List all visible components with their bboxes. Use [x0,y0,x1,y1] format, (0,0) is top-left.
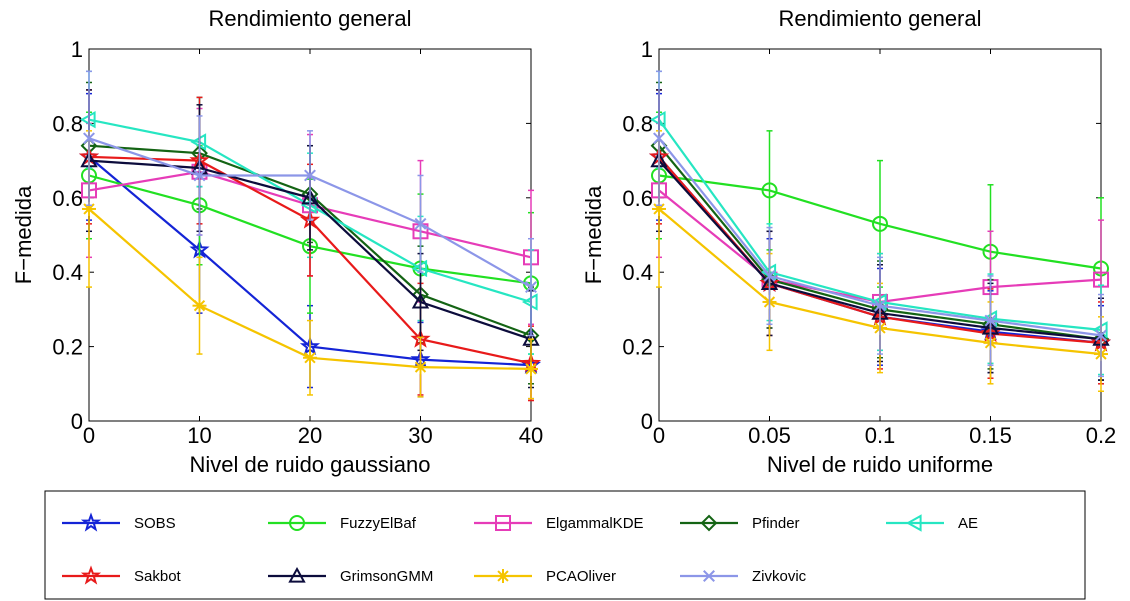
data-point [83,132,95,145]
data-point [413,360,428,375]
star-icon [80,565,102,585]
legend-item-ae: AE [886,514,978,532]
x-tick-label: 30 [408,423,432,448]
y-tick-label: 0.8 [52,111,83,136]
data-point [193,169,206,182]
data-point [525,281,537,294]
legend-item-fuzzyelbaf: FuzzyElBaf [268,515,417,532]
x-tick-label: 0.15 [969,423,1012,448]
data-point [653,132,665,145]
data-point [1095,329,1107,342]
y-tick-label: 0 [641,409,653,434]
y-tick-label: 0.6 [52,186,83,211]
data-point [411,292,430,309]
y-tick-label: 0.4 [52,260,83,285]
circle-icon [289,515,305,531]
legend-item-elgammalkde: ElgammalKDE [474,515,644,532]
y-tick-label: 0.8 [622,111,653,136]
square-icon [495,515,511,531]
data-point [524,361,538,376]
legend-label: PCAOliver [546,568,616,585]
x-axis-label: Nivel de ruido gaussiano [190,452,431,477]
asterisk-icon [496,569,510,583]
series-zivkovic [83,70,537,337]
legend-item-sobs: SOBS [62,512,176,532]
cross-icon [703,570,715,582]
triangle-icon [288,566,306,583]
chart-panel-2: 0 0.2 0.4 0.6 0.8 1 0 0.05 0.1 0.15 0.2 Rendimiento… [581,6,1116,477]
x-tick-label: 0.2 [1086,423,1117,448]
series-zivkovic [653,70,1107,378]
x-tick-label: 0 [653,423,665,448]
legend-label: Sakbot [134,568,182,585]
chart-title: Rendimiento general [208,6,411,31]
x-axis-label: Nivel de ruido uniforme [767,452,993,477]
legend-item-sakbot: Sakbot [62,565,182,585]
data-point [874,299,886,312]
left-triangle-icon [905,514,922,532]
legend-label: Pfinder [752,515,800,532]
legend-item-pfinder: Pfinder [680,514,800,532]
data-point [763,269,776,282]
legend: SOBS FuzzyElBaf ElgammalKDE Pfinder AE Sakbot… [44,490,1086,600]
x-tick-label: 0.05 [748,423,791,448]
diamond-icon [700,514,718,532]
chart-title: Rendimiento general [778,6,981,31]
star-icon [80,512,102,532]
x-tick-label: 10 [187,423,211,448]
x-tick-label: 0.1 [865,423,896,448]
y-axis-label: F−medida [11,185,36,284]
y-tick-label: 0 [71,409,83,434]
data-point [304,169,316,182]
y-tick-label: 0.2 [52,335,83,360]
y-tick-label: 0.6 [622,186,653,211]
y-tick-label: 0.4 [622,260,653,285]
legend-label: FuzzyElBaf [340,515,417,532]
legend-item-zivkovic: Zivkovic [680,568,807,585]
data-point [192,298,207,313]
series-pcaoliver [82,130,538,400]
y-tick-label: 0.2 [622,335,653,360]
y-tick-label: 1 [641,37,653,62]
legend-frame [44,490,1086,600]
data-point [303,350,317,365]
x-tick-label: 0 [83,423,95,448]
legend-label: SOBS [134,515,176,532]
data-point [761,182,778,199]
data-point [872,215,888,232]
legend-label: GrimsonGMM [340,568,433,585]
legend-label: Zivkovic [752,568,807,585]
legend-label: AE [958,515,978,532]
data-point [414,217,427,230]
legend-item-grimsongmm: GrimsonGMM [268,566,433,585]
legend-item-pcaoliver: PCAOliver [474,568,616,585]
legend-label: ElgammalKDE [546,515,644,532]
x-tick-label: 20 [298,423,322,448]
y-tick-label: 1 [71,37,83,62]
y-axis-label: F−medida [581,185,606,284]
x-tick-label: 40 [519,423,543,448]
data-point [984,314,997,327]
